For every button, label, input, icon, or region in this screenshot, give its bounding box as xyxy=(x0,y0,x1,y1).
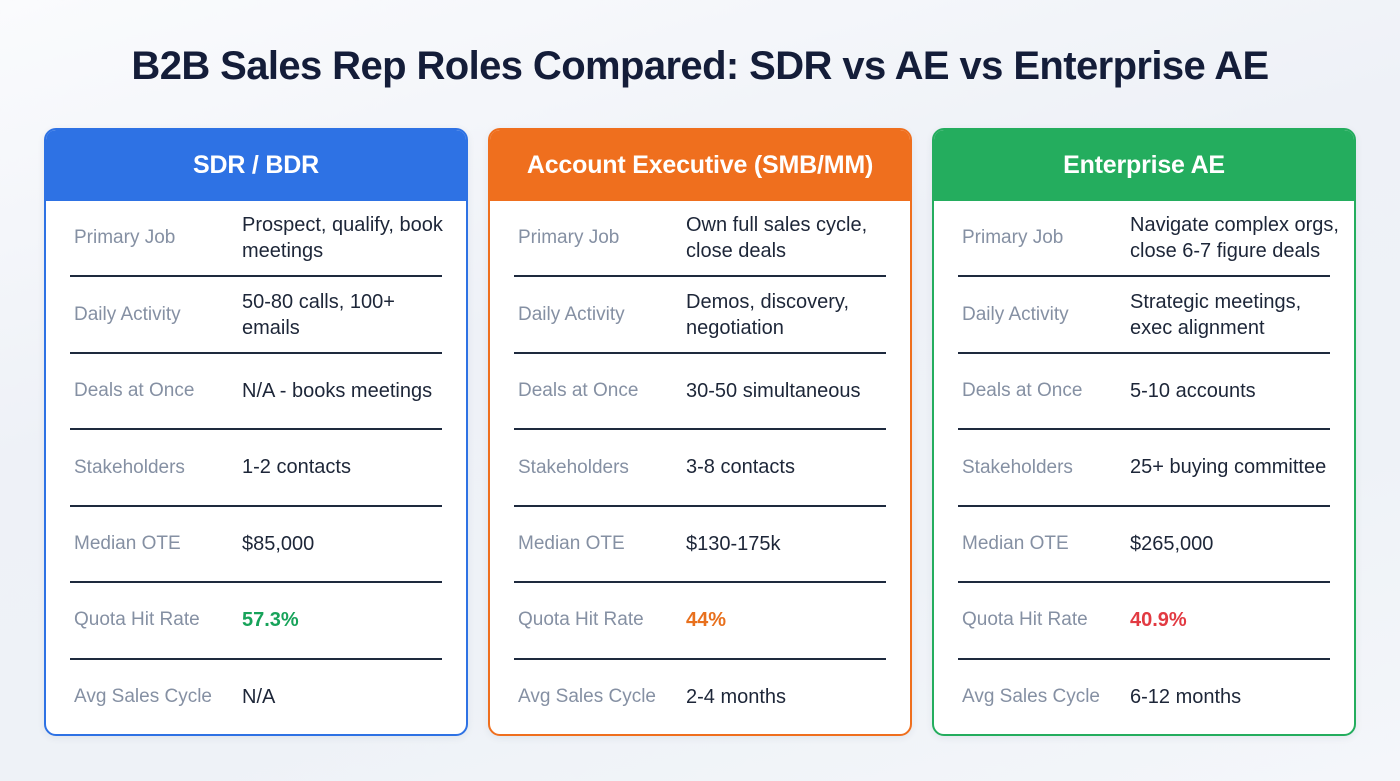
row-divider xyxy=(958,581,1330,584)
row-label: Median OTE xyxy=(962,533,1069,555)
row-label: Quota Hit Rate xyxy=(962,609,1088,631)
card-body-sdr-bdr: Primary Job Prospect, qualify, book meet… xyxy=(46,201,466,734)
table-row: Stakeholders 3-8 contacts xyxy=(490,430,910,504)
row-value: 2-4 months xyxy=(686,685,787,708)
table-row: Deals at Once N/A - books meetings xyxy=(46,354,466,428)
row-label: Quota Hit Rate xyxy=(74,609,200,631)
row-value: 3-8 contacts xyxy=(686,456,795,479)
table-row: Primary Job Own full sales cycle, close … xyxy=(490,201,910,275)
table-row: Primary Job Prospect, qualify, book meet… xyxy=(46,201,466,275)
quota-hit-rate-value: 44% xyxy=(686,609,727,632)
row-divider xyxy=(958,657,1330,660)
row-divider xyxy=(514,428,886,431)
row-divider xyxy=(514,275,886,278)
card-header-enterprise-ae: Enterprise AE xyxy=(934,130,1354,201)
row-label: Deals at Once xyxy=(74,380,195,402)
row-value: Demos, discovery, negotiation xyxy=(686,290,850,339)
card-header-sdr-bdr: SDR / BDR xyxy=(46,130,466,201)
row-value: N/A - books meetings xyxy=(242,380,433,403)
row-divider xyxy=(70,275,442,278)
row-label: Avg Sales Cycle xyxy=(962,685,1100,707)
row-divider xyxy=(70,504,442,507)
quota-hit-rate-value: 40.9% xyxy=(1130,609,1187,632)
row-label: Median OTE xyxy=(518,533,625,555)
table-row: Stakeholders 1-2 contacts xyxy=(46,430,466,504)
row-value: $265,000 xyxy=(1130,532,1214,555)
table-row: Quota Hit Rate 57.3% xyxy=(46,583,466,657)
page-title: B2B Sales Rep Roles Compared: SDR vs AE … xyxy=(131,44,1269,88)
row-value: 5-10 accounts xyxy=(1130,380,1256,403)
row-value: 6-12 months xyxy=(1130,685,1242,708)
table-row: Daily Activity Strategic meetings, exec … xyxy=(934,277,1354,351)
row-divider xyxy=(70,351,442,354)
row-value: $130-175k xyxy=(686,532,781,555)
row-value: Strategic meetings, exec alignment xyxy=(1130,290,1302,339)
row-divider xyxy=(514,351,886,354)
table-row: Avg Sales Cycle N/A xyxy=(46,660,466,734)
row-label: Stakeholders xyxy=(962,456,1073,478)
row-label: Daily Activity xyxy=(962,303,1069,325)
row-value: 25+ buying committee xyxy=(1130,456,1327,479)
quota-hit-rate-value: 57.3% xyxy=(242,609,299,632)
row-value: 1-2 contacts xyxy=(242,456,351,479)
table-row: Stakeholders 25+ buying committee xyxy=(934,430,1354,504)
table-row: Median OTE $265,000 xyxy=(934,507,1354,581)
table-row: Daily Activity Demos, discovery, negotia… xyxy=(490,277,910,351)
card-sdr-bdr: SDR / BDR Primary Job Prospect, qualify,… xyxy=(44,128,468,736)
row-label: Stakeholders xyxy=(518,456,629,478)
row-label: Deals at Once xyxy=(962,380,1083,402)
row-divider xyxy=(514,581,886,584)
table-row: Quota Hit Rate 40.9% xyxy=(934,583,1354,657)
row-value: 50-80 calls, 100+ emails xyxy=(242,290,395,339)
card-header-account-executive: Account Executive (SMB/MM) xyxy=(490,130,910,201)
row-divider xyxy=(958,351,1330,354)
card-account-executive: Account Executive (SMB/MM) Primary Job O… xyxy=(488,128,912,736)
row-divider xyxy=(70,581,442,584)
row-label: Deals at Once xyxy=(518,380,639,402)
row-value: 30-50 simultaneous xyxy=(686,380,861,403)
table-row: Daily Activity 50-80 calls, 100+ emails xyxy=(46,277,466,351)
table-row: Deals at Once 30-50 simultaneous xyxy=(490,354,910,428)
table-row: Median OTE $85,000 xyxy=(46,507,466,581)
row-value: Navigate complex orgs, close 6-7 figure … xyxy=(1130,214,1339,263)
row-divider xyxy=(958,504,1330,507)
card-enterprise-ae: Enterprise AE Primary Job Navigate compl… xyxy=(932,128,1356,736)
row-label: Daily Activity xyxy=(74,303,181,325)
card-body-account-executive: Primary Job Own full sales cycle, close … xyxy=(490,201,910,734)
row-label: Stakeholders xyxy=(74,456,185,478)
table-row: Deals at Once 5-10 accounts xyxy=(934,354,1354,428)
row-value: Own full sales cycle, close deals xyxy=(686,214,868,263)
row-divider xyxy=(514,657,886,660)
row-label: Quota Hit Rate xyxy=(518,609,644,631)
row-label: Primary Job xyxy=(74,227,176,249)
table-row: Quota Hit Rate 44% xyxy=(490,583,910,657)
row-label: Daily Activity xyxy=(518,303,625,325)
table-row: Avg Sales Cycle 2-4 months xyxy=(490,660,910,734)
comparison-cards-container: SDR / BDR Primary Job Prospect, qualify,… xyxy=(0,128,1400,736)
row-value: N/A xyxy=(242,685,276,708)
row-divider xyxy=(70,428,442,431)
row-label: Primary Job xyxy=(518,227,620,249)
row-label: Primary Job xyxy=(962,227,1064,249)
card-body-enterprise-ae: Primary Job Navigate complex orgs, close… xyxy=(934,201,1354,734)
row-label: Avg Sales Cycle xyxy=(74,685,212,707)
row-label: Avg Sales Cycle xyxy=(518,685,656,707)
table-row: Primary Job Navigate complex orgs, close… xyxy=(934,201,1354,275)
row-label: Median OTE xyxy=(74,533,181,555)
row-divider xyxy=(958,428,1330,431)
row-divider xyxy=(514,504,886,507)
table-row: Avg Sales Cycle 6-12 months xyxy=(934,660,1354,734)
row-value: Prospect, qualify, book meetings xyxy=(242,214,443,263)
row-value: $85,000 xyxy=(242,532,315,555)
table-row: Median OTE $130-175k xyxy=(490,507,910,581)
row-divider xyxy=(958,275,1330,278)
row-divider xyxy=(70,657,442,660)
